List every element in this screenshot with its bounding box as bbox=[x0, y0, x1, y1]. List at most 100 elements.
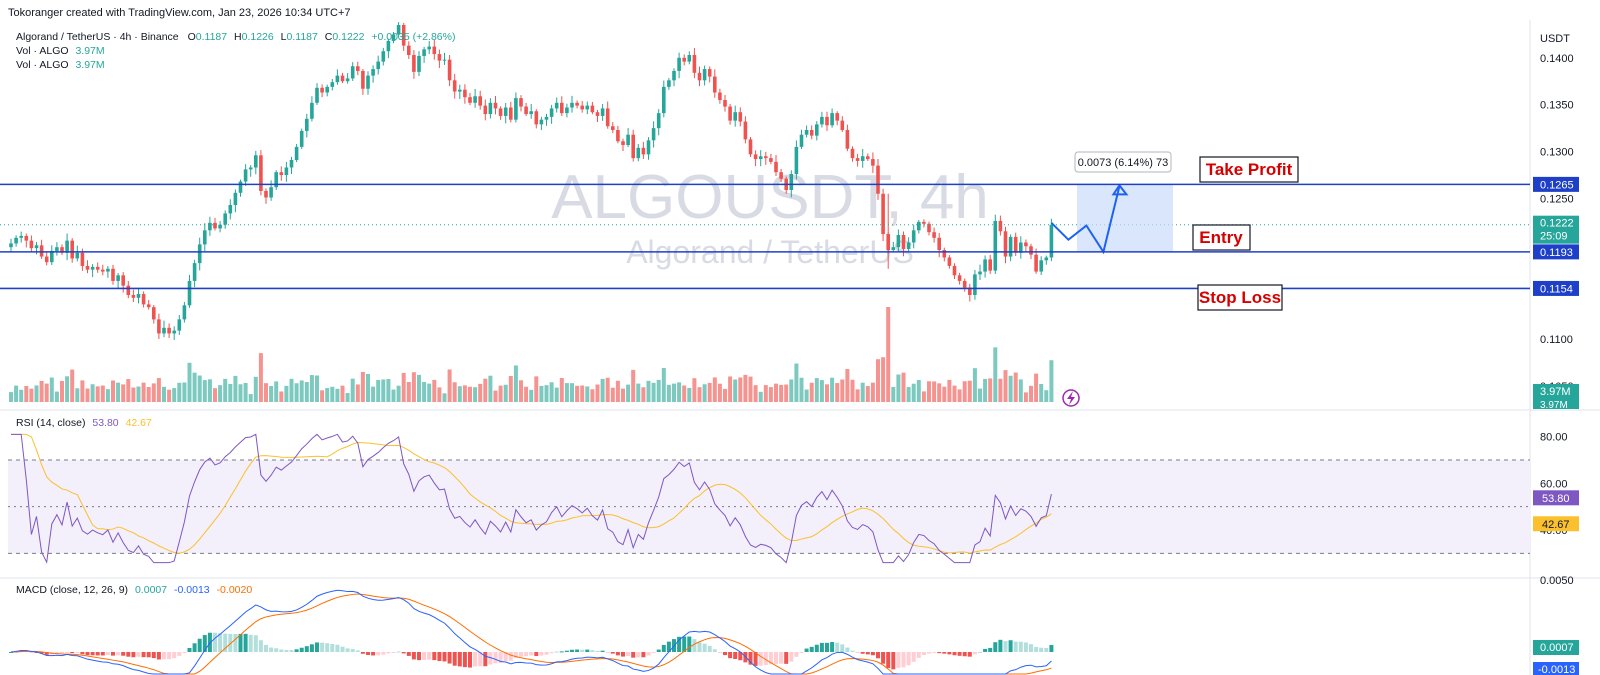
volume-bar bbox=[376, 379, 381, 402]
macd-hist-bar bbox=[554, 651, 559, 653]
candle-body bbox=[248, 167, 253, 170]
volume-bar bbox=[942, 386, 947, 402]
volume-bar bbox=[121, 384, 126, 402]
macd-hist-bar bbox=[44, 652, 49, 655]
measure-zone[interactable] bbox=[1077, 184, 1173, 252]
macd-hist-bar bbox=[1003, 641, 1008, 652]
volume-bar bbox=[136, 386, 141, 402]
volume-bar bbox=[19, 389, 24, 402]
volume-bar bbox=[473, 387, 478, 402]
volume-bar bbox=[1044, 390, 1049, 402]
macd-hist-bar bbox=[728, 652, 733, 659]
candle-body bbox=[192, 263, 197, 281]
volume-bar bbox=[692, 378, 697, 402]
candle-body bbox=[289, 160, 294, 168]
candle-body bbox=[901, 235, 906, 250]
candle-body bbox=[799, 134, 804, 147]
volume-bar bbox=[406, 381, 411, 402]
candle-body bbox=[447, 59, 452, 81]
chart-credit: Tokoranger created with TradingView.com,… bbox=[8, 7, 351, 19]
candle-body bbox=[203, 230, 207, 245]
volume-bar bbox=[182, 382, 187, 402]
macd-hist-bar bbox=[534, 652, 539, 656]
candle-body bbox=[896, 235, 901, 248]
macd-hist-bar bbox=[340, 646, 345, 652]
candle-body bbox=[39, 245, 44, 257]
macd-hist-bar bbox=[774, 652, 778, 664]
candle-body bbox=[391, 34, 396, 41]
volume-bar bbox=[401, 372, 406, 402]
volume-bar bbox=[131, 387, 136, 402]
macd-hist-bar bbox=[595, 650, 600, 652]
rsi-tick-label: 80.00 bbox=[1540, 432, 1568, 444]
candle-body bbox=[381, 51, 386, 62]
volume-bar bbox=[289, 378, 294, 402]
volume-bar bbox=[238, 384, 243, 402]
macd-hist-bar bbox=[957, 652, 962, 656]
macd-hist-bar bbox=[723, 652, 727, 656]
macd-signal-badge bbox=[1533, 662, 1579, 675]
candle-body bbox=[769, 158, 773, 162]
candle-body bbox=[493, 102, 498, 109]
candle-body bbox=[177, 319, 182, 331]
volume-bar bbox=[876, 359, 880, 402]
candle-body bbox=[1039, 260, 1043, 272]
candle-body bbox=[325, 86, 329, 93]
macd-signal-badge-value: -0.0013 bbox=[1538, 664, 1575, 675]
macd-signal-value: -0.0013 bbox=[174, 584, 210, 596]
ohlc-high-label: H bbox=[234, 31, 242, 43]
volume-bar bbox=[503, 384, 508, 402]
macd-hist-bar bbox=[845, 647, 850, 652]
volume-bar bbox=[753, 385, 758, 402]
macd-hist-bar bbox=[381, 652, 386, 655]
macd-hist-bar bbox=[218, 633, 223, 652]
macd-hist-bar bbox=[360, 652, 365, 654]
candle-body bbox=[605, 108, 610, 127]
macd-hist-bar bbox=[65, 652, 70, 653]
projection-path[interactable] bbox=[1050, 186, 1121, 255]
volume-bar bbox=[666, 384, 671, 402]
macd-hist-bar bbox=[371, 652, 376, 656]
candle-body bbox=[498, 108, 503, 116]
volume-bar bbox=[457, 386, 462, 402]
macd-hist-bar bbox=[1029, 644, 1033, 652]
macd-hist-bar bbox=[243, 633, 248, 652]
rsi-ma-line bbox=[11, 433, 1052, 554]
volume-bar bbox=[498, 385, 503, 402]
volume-bar bbox=[452, 382, 457, 402]
candle-body bbox=[840, 120, 845, 130]
macd-hist-bar bbox=[733, 652, 738, 660]
volume-bar bbox=[1049, 360, 1054, 402]
volume-bar bbox=[595, 384, 600, 402]
candle-body bbox=[315, 87, 319, 103]
volume-bar bbox=[830, 377, 835, 402]
macd-hist-bar bbox=[197, 638, 202, 652]
rsi-legend: RSI (14, close) 53.80 42.67 bbox=[16, 417, 152, 429]
candle-body bbox=[152, 307, 156, 320]
macd-hist-bar bbox=[513, 652, 518, 658]
macd-hist-bar bbox=[422, 652, 427, 660]
candle-body bbox=[677, 57, 681, 71]
candle-body bbox=[728, 106, 732, 121]
macd-hist-bar bbox=[131, 652, 136, 658]
rsi-line bbox=[11, 433, 1052, 564]
measure-label-box bbox=[1074, 151, 1172, 173]
macd-hist-bar bbox=[437, 652, 442, 662]
macd-hist-bar bbox=[717, 652, 722, 653]
volume-bar bbox=[100, 385, 105, 402]
macd-hist-bar bbox=[784, 652, 789, 664]
candle-body bbox=[422, 49, 426, 56]
macd-hist-bar bbox=[794, 652, 799, 657]
candle-body bbox=[111, 268, 115, 281]
lightning-icon[interactable] bbox=[1062, 389, 1080, 407]
macd-hist-bar bbox=[967, 652, 972, 657]
macd-hist-bar bbox=[1023, 642, 1028, 652]
volume-bar bbox=[835, 383, 840, 402]
macd-hist-bar bbox=[90, 652, 95, 656]
candle-body bbox=[182, 305, 187, 320]
candle-body bbox=[544, 116, 549, 120]
macd-hist-bar bbox=[585, 649, 590, 652]
macd-hist-bar bbox=[1013, 641, 1018, 652]
